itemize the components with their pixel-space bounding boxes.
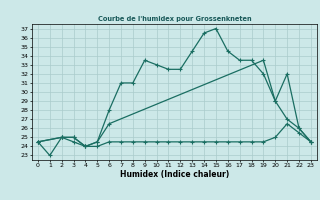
X-axis label: Humidex (Indice chaleur): Humidex (Indice chaleur) bbox=[120, 170, 229, 179]
Title: Courbe de l'humidex pour Grossenkneten: Courbe de l'humidex pour Grossenkneten bbox=[98, 16, 251, 22]
